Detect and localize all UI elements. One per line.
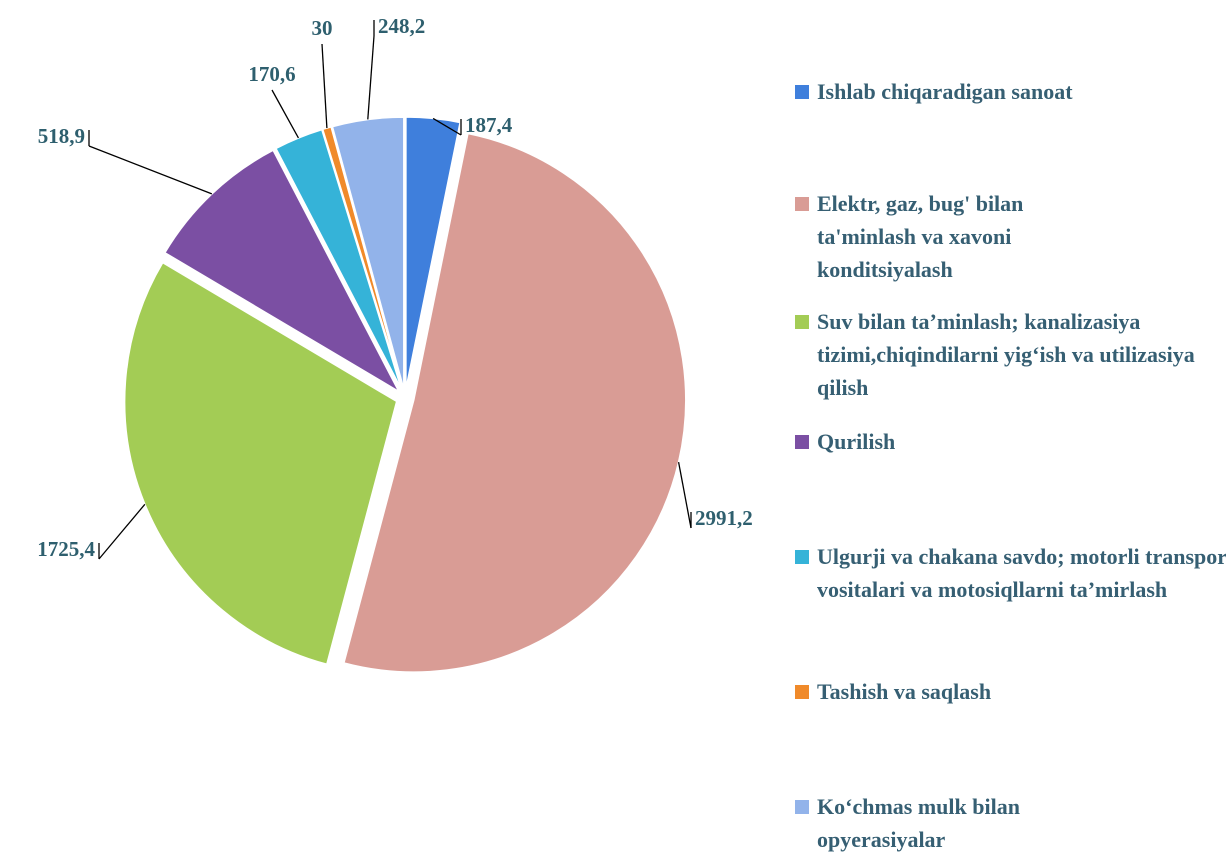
leader-line [88,145,213,195]
legend-entry: Suv bilan ta’minlash; kanalizasiya tizim… [795,305,1226,404]
legend-label: Ulgurji va chakana savdo; motorli transp… [817,544,1226,602]
data-label: 187,4 [465,113,513,137]
legend-swatch [795,800,809,814]
leader-line [677,461,692,529]
data-label: 30 [312,16,333,40]
leader-line [271,89,300,139]
pie-slice [342,132,687,673]
legend-label: Elektr, gaz, bug' bilan ta'minlash va xa… [817,191,1024,282]
legend-label: Suv bilan ta’minlash; kanalizasiya tizim… [817,309,1195,400]
legend-label: Qurilish [817,429,896,454]
legend-swatch [795,85,809,99]
legend-entry: Ishlab chiqaradigan sanoat [795,75,1226,108]
legend-swatch [795,197,809,211]
legend-entry: Qurilish [795,425,1226,458]
legend-entry: Ko‘chmas mulk bilan opyerasiyalar [795,790,1097,856]
legend-swatch [795,550,809,564]
pie-slice [321,125,404,390]
leader-line [367,35,375,120]
legend-swatch [795,435,809,449]
data-label: 248,2 [378,14,425,38]
leader-line [321,43,328,129]
legend-entry: Elektr, gaz, bug' bilan ta'minlash va xa… [795,187,1117,286]
legend-swatch [795,315,809,329]
legend-swatch [795,685,809,699]
pie-slice [123,261,398,666]
legend-entry: Tashish va saqlash [795,675,1226,708]
data-label: 518,9 [38,124,85,148]
pie-slice [163,149,401,394]
data-label: 2991,2 [695,506,753,530]
legend-label: Ishlab chiqaradigan sanoat [817,79,1073,104]
legend-label: Tashish va saqlash [817,679,992,704]
leader-line [432,117,462,136]
data-label: 170,6 [248,62,295,86]
data-label: 1725,4 [37,537,95,561]
leader-line [98,503,146,560]
legend-entry: Ulgurji va chakana savdo; motorli transp… [795,540,1226,606]
legend-label: Ko‘chmas mulk bilan opyerasiyalar [817,794,1020,852]
